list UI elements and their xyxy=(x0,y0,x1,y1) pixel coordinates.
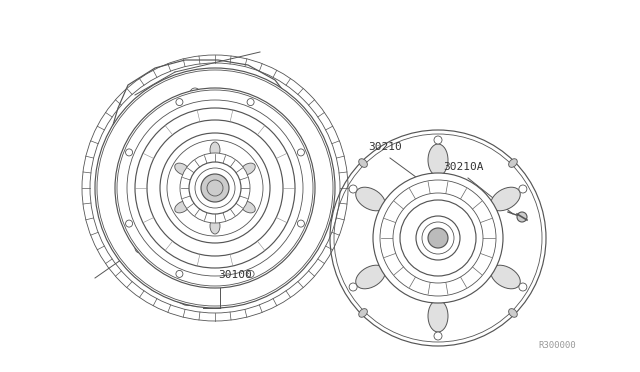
Ellipse shape xyxy=(210,218,220,234)
Circle shape xyxy=(416,216,460,260)
Circle shape xyxy=(189,162,241,214)
Circle shape xyxy=(115,88,315,288)
Ellipse shape xyxy=(356,187,385,211)
Circle shape xyxy=(330,130,546,346)
Circle shape xyxy=(349,185,357,193)
Ellipse shape xyxy=(359,159,367,167)
Circle shape xyxy=(349,283,357,291)
Circle shape xyxy=(428,228,448,248)
Circle shape xyxy=(434,136,442,144)
Text: 30100: 30100 xyxy=(218,270,252,280)
Ellipse shape xyxy=(491,265,520,289)
Text: 30210: 30210 xyxy=(368,142,402,152)
Ellipse shape xyxy=(359,309,367,317)
Ellipse shape xyxy=(210,142,220,158)
Ellipse shape xyxy=(509,309,517,317)
Circle shape xyxy=(201,174,229,202)
Circle shape xyxy=(519,283,527,291)
Text: R300000: R300000 xyxy=(538,341,575,350)
Circle shape xyxy=(180,153,250,223)
Ellipse shape xyxy=(428,300,448,332)
Ellipse shape xyxy=(509,159,517,167)
Circle shape xyxy=(393,193,483,283)
Circle shape xyxy=(517,212,527,222)
Circle shape xyxy=(519,185,527,193)
Ellipse shape xyxy=(356,265,385,289)
Ellipse shape xyxy=(241,201,255,213)
Ellipse shape xyxy=(175,201,189,213)
Ellipse shape xyxy=(491,187,520,211)
Circle shape xyxy=(95,68,335,308)
Text: 30210A: 30210A xyxy=(443,162,483,172)
Ellipse shape xyxy=(428,144,448,176)
Circle shape xyxy=(373,173,503,303)
Circle shape xyxy=(160,133,270,243)
Ellipse shape xyxy=(175,163,189,175)
Polygon shape xyxy=(112,60,300,308)
Circle shape xyxy=(135,108,295,268)
Circle shape xyxy=(434,332,442,340)
Ellipse shape xyxy=(241,163,255,175)
